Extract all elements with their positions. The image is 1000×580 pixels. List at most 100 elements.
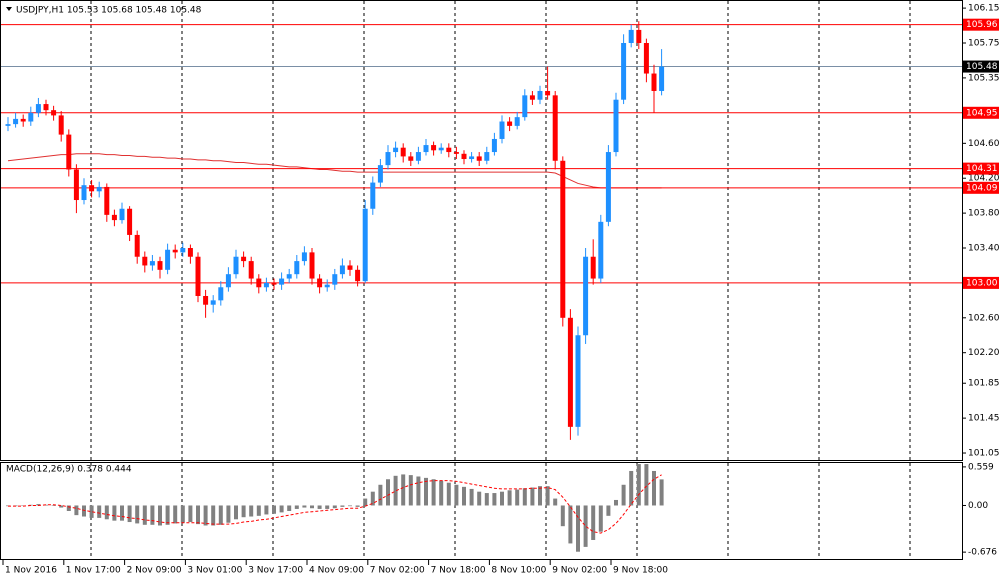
y-tick-label: 101.05: [968, 449, 1000, 459]
macd-bar: [545, 486, 550, 506]
candle-body: [431, 145, 437, 151]
macd-bar: [538, 486, 542, 506]
candle-body: [165, 249, 171, 270]
candle-body: [5, 124, 11, 126]
moving-average: [7, 153, 662, 189]
macd-bar: [424, 477, 428, 506]
macd-bar: [355, 505, 360, 507]
candle-body: [385, 152, 391, 166]
y-tick-label: 103.40: [968, 244, 1000, 254]
candle-body: [643, 43, 649, 74]
candle-body: [522, 95, 528, 118]
candle-body: [43, 104, 49, 111]
macd-bar: [492, 493, 497, 506]
candle-body: [233, 256, 239, 275]
x-tick-label: 8 Nov 10:00: [491, 566, 546, 576]
macd-bar: [393, 475, 398, 506]
candle-body: [339, 265, 345, 275]
macd-bar: [142, 505, 147, 525]
macd-bar: [44, 504, 48, 506]
macd-bar: [621, 484, 626, 506]
candle-body: [499, 121, 505, 139]
candle-body: [119, 208, 125, 221]
x-tick-label: 1 Nov 2016: [5, 566, 57, 576]
level-badge: [963, 162, 999, 175]
candle-body: [172, 249, 178, 253]
macd-bar: [606, 505, 611, 516]
macd-bar: [279, 505, 284, 513]
macd-bar: [256, 505, 261, 516]
y-tick-label: 101.45: [968, 414, 1000, 424]
candle-body: [659, 66, 665, 91]
macd-bar: [196, 505, 200, 525]
last-price-badge: [963, 60, 999, 73]
macd-bar: [591, 505, 596, 540]
macd-bar: [469, 488, 474, 506]
candle-body: [66, 134, 72, 170]
macd-bar: [59, 505, 64, 508]
macd-bar: [446, 482, 451, 506]
symbol-menu-arrow[interactable]: [6, 7, 12, 11]
candle-body: [309, 252, 315, 279]
y-tick-label: 106.15: [968, 4, 1000, 14]
macd-bar: [340, 505, 345, 507]
macd-bar: [553, 498, 558, 506]
macd-bar: [348, 505, 352, 507]
y-tick-label: 105.35: [968, 73, 1000, 83]
macd-bar: [150, 505, 155, 525]
candle-body: [575, 335, 581, 427]
macd-bar: [378, 484, 383, 506]
level-badge: [963, 276, 999, 289]
level-label: 104.09: [966, 183, 998, 193]
y-tick-label: 104.60: [968, 139, 1000, 149]
candle-body: [529, 95, 535, 100]
level-label: 105.96: [966, 20, 998, 30]
level-badge: [963, 181, 999, 194]
y-tick-label: 102.20: [968, 348, 1000, 358]
candle-body: [73, 169, 79, 201]
macd-bar: [180, 505, 185, 523]
candle-body: [286, 274, 292, 279]
candle-body: [149, 261, 155, 266]
macd-bar: [644, 464, 649, 506]
macd-bar: [386, 479, 390, 506]
candle-body: [324, 284, 330, 288]
candle-body: [89, 185, 95, 192]
macd-bar: [82, 505, 86, 517]
candle-body: [507, 121, 513, 126]
candle-body: [590, 256, 596, 279]
candle-body: [104, 186, 110, 215]
candle-body: [263, 282, 269, 288]
y-tick-label: 0.00: [968, 501, 988, 511]
candle-body: [248, 261, 254, 279]
macd-bar: [158, 505, 162, 526]
candle-body: [400, 147, 406, 157]
x-tick-label: 1 Nov 17:00: [66, 566, 121, 576]
candle-body: [271, 282, 277, 285]
macd-bar: [264, 505, 269, 515]
macd-bar: [112, 505, 117, 521]
candle-body: [605, 152, 611, 222]
macd-bar: [325, 505, 330, 509]
macd-bar: [36, 504, 41, 506]
candle-body: [393, 147, 399, 153]
candle-body: [332, 274, 338, 285]
candle-body: [598, 221, 604, 279]
candle-body: [157, 261, 163, 270]
macd-bar: [272, 505, 276, 514]
macd-bar: [188, 505, 193, 523]
candle-body: [20, 118, 26, 122]
macd-bar: [583, 505, 588, 547]
macd-bar: [598, 505, 603, 532]
macd-bar: [363, 498, 368, 506]
macd-bar: [294, 505, 299, 509]
candle-body: [567, 317, 573, 427]
macd-title: MACD(12,26,9) 0.378 0.444: [6, 465, 132, 475]
candle-body: [347, 265, 353, 270]
y-tick-label: 105.75: [968, 39, 1000, 49]
candle-body: [537, 90, 543, 100]
candle-body: [180, 248, 186, 253]
x-tick-label: 2 Nov 09:00: [127, 566, 182, 576]
candle-body: [438, 147, 444, 151]
